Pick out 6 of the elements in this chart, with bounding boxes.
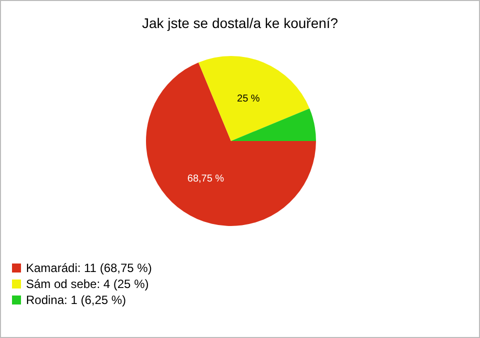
legend-label: Kamarádi: 11 (68,75 %) (26, 261, 152, 275)
data-label: 25 % (237, 93, 260, 104)
legend-label: Rodina: 1 (6,25 %) (26, 293, 126, 307)
data-label: 68,75 % (187, 173, 224, 184)
legend-label: Sám od sebe: 4 (25 %) (26, 277, 149, 291)
chart-title: Jak jste se dostal/a ke kouření? (142, 15, 338, 31)
